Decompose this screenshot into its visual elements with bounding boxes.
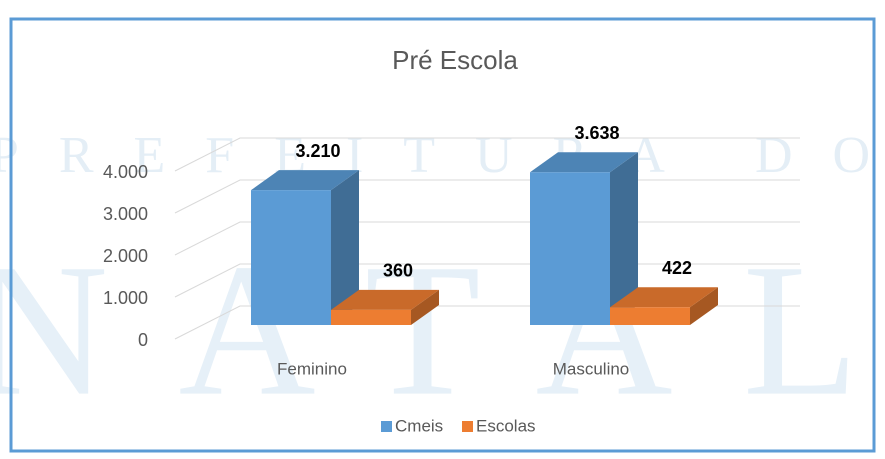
- bar-side: [610, 152, 638, 325]
- data-label: 360: [383, 261, 413, 281]
- bar-front: [530, 172, 610, 325]
- bar-side: [690, 287, 718, 325]
- legend-swatch: [381, 421, 392, 432]
- chart-title: Pré Escola: [392, 45, 518, 75]
- legend-label: Escolas: [476, 416, 536, 435]
- legend-swatch: [462, 421, 473, 432]
- y-tick-label: 0: [138, 330, 148, 350]
- data-label: 3.210: [295, 141, 340, 161]
- grid-line: [174, 137, 800, 172]
- bar: [331, 289, 439, 325]
- watermark: NATAL: [0, 226, 885, 436]
- legend-label: Cmeis: [395, 416, 443, 435]
- watermark: PREFEITURA DO: [0, 127, 885, 184]
- bar-front: [331, 309, 411, 325]
- bar-top: [331, 289, 439, 310]
- bar-front: [610, 307, 690, 325]
- bar-front: [251, 190, 331, 325]
- frame: [9, 17, 876, 453]
- y-tick-label: 1.000: [103, 288, 148, 308]
- bar-top: [530, 152, 638, 173]
- data-label: 422: [662, 258, 692, 278]
- bar-side: [331, 170, 359, 325]
- bar: [251, 170, 359, 325]
- y-tick-label: 2.000: [103, 246, 148, 266]
- bar-side: [411, 289, 439, 325]
- y-tick-label: 4.000: [103, 162, 148, 182]
- bar-top: [610, 287, 718, 308]
- y-tick-label: 3.000: [103, 204, 148, 224]
- bar-top: [251, 170, 359, 191]
- bar: [610, 287, 718, 325]
- bar: [530, 152, 638, 325]
- x-tick-label: Masculino: [553, 359, 630, 378]
- x-tick-label: Feminino: [277, 359, 347, 378]
- data-label: 3.638: [574, 123, 619, 143]
